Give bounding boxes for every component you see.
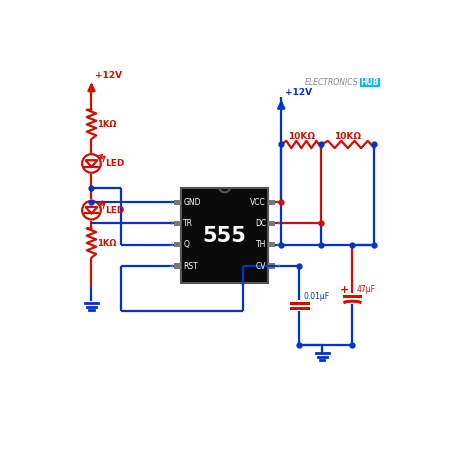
Bar (174, 200, 181, 205)
Text: +12V: +12V (285, 88, 312, 97)
Text: 8: 8 (276, 200, 280, 205)
Text: CV: CV (255, 262, 266, 271)
Text: 0.01μF: 0.01μF (304, 292, 330, 301)
Text: 555: 555 (203, 226, 246, 246)
Text: 1KΩ: 1KΩ (97, 238, 116, 247)
FancyBboxPatch shape (360, 78, 380, 87)
Text: 4: 4 (169, 264, 173, 268)
Text: RST: RST (183, 262, 198, 271)
Text: 1KΩ: 1KΩ (97, 120, 116, 129)
Bar (268, 200, 275, 205)
Text: Q: Q (183, 240, 189, 249)
Text: 6: 6 (276, 242, 280, 247)
Text: ELECTRONICS: ELECTRONICS (305, 78, 359, 87)
Bar (181, 188, 268, 283)
Text: 2: 2 (169, 221, 173, 226)
Bar (268, 242, 275, 247)
Text: 5: 5 (276, 264, 280, 268)
Bar (174, 221, 181, 226)
Text: LED: LED (105, 206, 125, 215)
Text: 7: 7 (276, 221, 280, 226)
Text: 3: 3 (169, 242, 173, 247)
Text: TH: TH (255, 240, 266, 249)
Text: 1: 1 (169, 200, 173, 205)
Text: LED: LED (105, 159, 125, 168)
Text: TR: TR (183, 219, 193, 228)
Text: +12V: +12V (95, 71, 122, 80)
Text: 10KΩ: 10KΩ (288, 132, 315, 141)
Bar (174, 264, 181, 269)
Bar (268, 264, 275, 269)
Bar (174, 242, 181, 247)
Text: HUB: HUB (361, 78, 379, 87)
Text: 10KΩ: 10KΩ (334, 132, 361, 141)
Text: 47μF: 47μF (357, 285, 376, 294)
Bar (268, 221, 275, 226)
Text: +: + (340, 285, 349, 295)
Text: GND: GND (183, 198, 201, 207)
Text: DC: DC (255, 219, 266, 228)
Text: VCC: VCC (250, 198, 266, 207)
